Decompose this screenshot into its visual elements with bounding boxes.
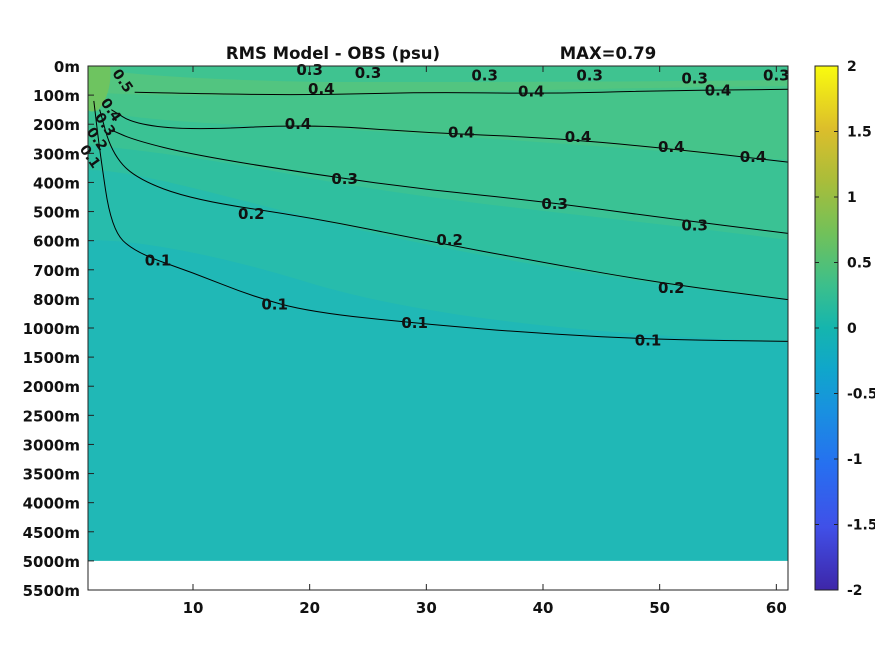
contour-label: 0.3	[541, 195, 568, 213]
chart-title: RMS Model - OBS (psu)	[226, 44, 440, 63]
y-tick-label: 5500m	[23, 582, 80, 600]
colorbar-tick-label: -0.5	[847, 387, 875, 403]
contour-label: 0.1	[145, 252, 172, 270]
colorbar-tick-label: 0.5	[847, 256, 872, 272]
y-tick-label: 800m	[33, 291, 80, 309]
contour-label: 0.3	[681, 70, 708, 88]
colorbar-ticks: 2 1.5 1 0.5 0 -0.5 -1 -1.5 -2	[815, 59, 875, 599]
contour-label: 0.3	[576, 67, 603, 85]
x-tick-label: 10	[183, 599, 204, 617]
colorbar-tick-label: 2	[847, 59, 857, 75]
contour-label: 0.2	[238, 205, 265, 223]
y-tick-label: 5000m	[23, 553, 80, 571]
contour-label: 0.3	[471, 67, 498, 85]
contour-label: 0.3	[355, 64, 382, 82]
y-tick-label: 1000m	[23, 320, 80, 338]
contour-label: 0.3	[681, 217, 708, 235]
contour-label: 0.3	[763, 67, 790, 85]
y-tick-label: 4500m	[23, 524, 80, 542]
y-axis: 0m 100m 200m 300m 400m 500m 600m 700m 800m 1000m 1…	[23, 58, 94, 600]
contour-line-0.1	[93, 100, 789, 342]
y-tick-label: 700m	[33, 262, 80, 280]
max-annotation: MAX=0.79	[560, 44, 656, 63]
field-band-06	[120, 66, 788, 82]
contour-label: 0.1	[635, 332, 662, 350]
contour-label: 0.2	[436, 231, 463, 249]
colorbar-tick-label: -2	[847, 583, 863, 599]
y-tick-label: 500m	[33, 204, 80, 222]
plot-area: 0.10.10.10.10.20.20.20.30.30.30.4 0.4 0.40…	[76, 61, 790, 591]
contour-line-0.4	[134, 88, 789, 96]
y-tick-label: 3000m	[23, 436, 80, 454]
field-corner	[88, 66, 111, 112]
y-tick-label: 1500m	[23, 349, 80, 367]
x-tick-label: 30	[416, 599, 437, 617]
y-tick-label: 300m	[33, 145, 80, 163]
y-tick-label: 400m	[33, 174, 80, 192]
colorbar-tick-label: 1.5	[847, 125, 872, 141]
y-tick-label: 2500m	[23, 407, 80, 425]
contour-label: 0.3	[331, 170, 358, 188]
contour-label: 0.1	[401, 314, 428, 332]
contour-label: 0.4	[308, 80, 335, 98]
y-tick-label: 3500m	[23, 466, 80, 484]
y-tick-label: 2000m	[23, 378, 80, 396]
x-tick-label: 50	[649, 599, 670, 617]
contour-lines	[93, 88, 789, 342]
x-tick-label: 40	[533, 599, 554, 617]
colorbar-tick-label: -1	[847, 452, 863, 468]
contour-label: 0.4	[448, 124, 475, 142]
x-axis: 10 20 30 40 50 60	[183, 66, 787, 617]
colorbar-tick-label: 0	[847, 321, 857, 337]
contour-label: 0.2	[658, 279, 685, 297]
y-tick-label: 4000m	[23, 495, 80, 513]
y-tick-label: 100m	[33, 87, 80, 105]
contour-label: 0.1	[261, 295, 288, 313]
contour-labels: 0.10.10.10.10.20.20.20.30.30.30.4 0.4 0.40…	[76, 61, 790, 350]
x-tick-label: 60	[766, 599, 787, 617]
contour-label: 0.4	[705, 81, 732, 99]
contour-line-0.4	[111, 109, 789, 163]
contour-label: 0.4	[740, 148, 767, 166]
colorbar-tick-label: 1	[847, 190, 857, 206]
y-tick-label: 200m	[33, 116, 80, 134]
contour-label: 0.4	[285, 115, 312, 133]
contour-label: 0.4	[565, 128, 592, 146]
contour-line-0.3	[111, 129, 789, 234]
y-tick-label: 600m	[33, 233, 80, 251]
x-tick-label: 20	[299, 599, 320, 617]
y-tick-label: 0m	[54, 58, 80, 76]
contour-label: 0.4	[518, 83, 545, 101]
colorbar-tick-label: -1.5	[847, 518, 875, 534]
contour-label: 0.4	[658, 138, 685, 156]
contour-line-0.2	[99, 109, 789, 301]
